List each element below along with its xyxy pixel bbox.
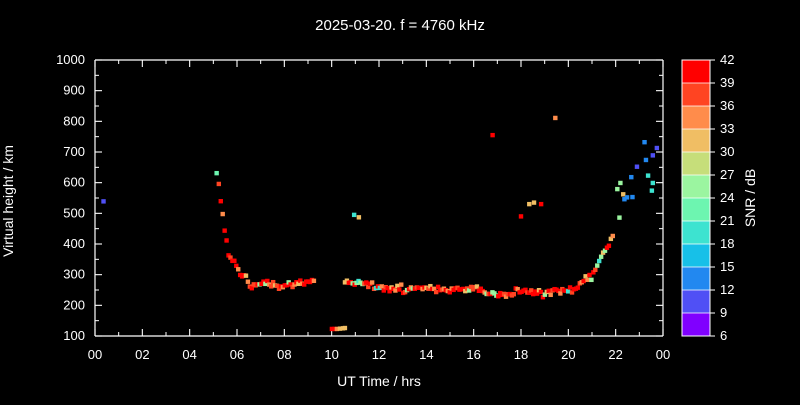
svg-text:00: 00 (88, 347, 102, 362)
svg-text:Virtual height / km: Virtual height / km (0, 145, 16, 257)
svg-text:6: 6 (720, 328, 727, 343)
svg-text:600: 600 (63, 175, 85, 190)
svg-text:18: 18 (514, 347, 528, 362)
svg-text:10: 10 (324, 347, 338, 362)
svg-text:400: 400 (63, 236, 85, 251)
svg-text:20: 20 (561, 347, 575, 362)
svg-text:39: 39 (720, 75, 734, 90)
svg-text:500: 500 (63, 205, 85, 220)
svg-text:16: 16 (466, 347, 480, 362)
svg-text:2025-03-20. f = 4760 kHz: 2025-03-20. f = 4760 kHz (315, 17, 485, 34)
svg-text:UT Time / hrs: UT Time / hrs (337, 373, 421, 389)
svg-text:18: 18 (720, 236, 734, 251)
svg-text:800: 800 (63, 113, 85, 128)
svg-text:42: 42 (720, 52, 734, 67)
svg-text:9: 9 (720, 305, 727, 320)
svg-text:00: 00 (656, 347, 670, 362)
svg-text:22: 22 (608, 347, 622, 362)
svg-text:24: 24 (720, 190, 734, 205)
svg-text:36: 36 (720, 98, 734, 113)
svg-text:12: 12 (372, 347, 386, 362)
svg-text:700: 700 (63, 144, 85, 159)
svg-text:200: 200 (63, 297, 85, 312)
svg-text:1000: 1000 (56, 52, 85, 67)
svg-text:21: 21 (720, 213, 734, 228)
svg-text:30: 30 (720, 144, 734, 159)
svg-text:100: 100 (63, 328, 85, 343)
svg-text:14: 14 (419, 347, 433, 362)
svg-text:SNR / dB: SNR / dB (742, 169, 758, 227)
svg-text:02: 02 (135, 347, 149, 362)
svg-text:33: 33 (720, 121, 734, 136)
svg-text:900: 900 (63, 83, 85, 98)
svg-text:08: 08 (277, 347, 291, 362)
svg-text:15: 15 (720, 259, 734, 274)
svg-text:06: 06 (230, 347, 244, 362)
svg-text:04: 04 (182, 347, 196, 362)
svg-text:300: 300 (63, 267, 85, 282)
svg-text:12: 12 (720, 282, 734, 297)
svg-text:27: 27 (720, 167, 734, 182)
